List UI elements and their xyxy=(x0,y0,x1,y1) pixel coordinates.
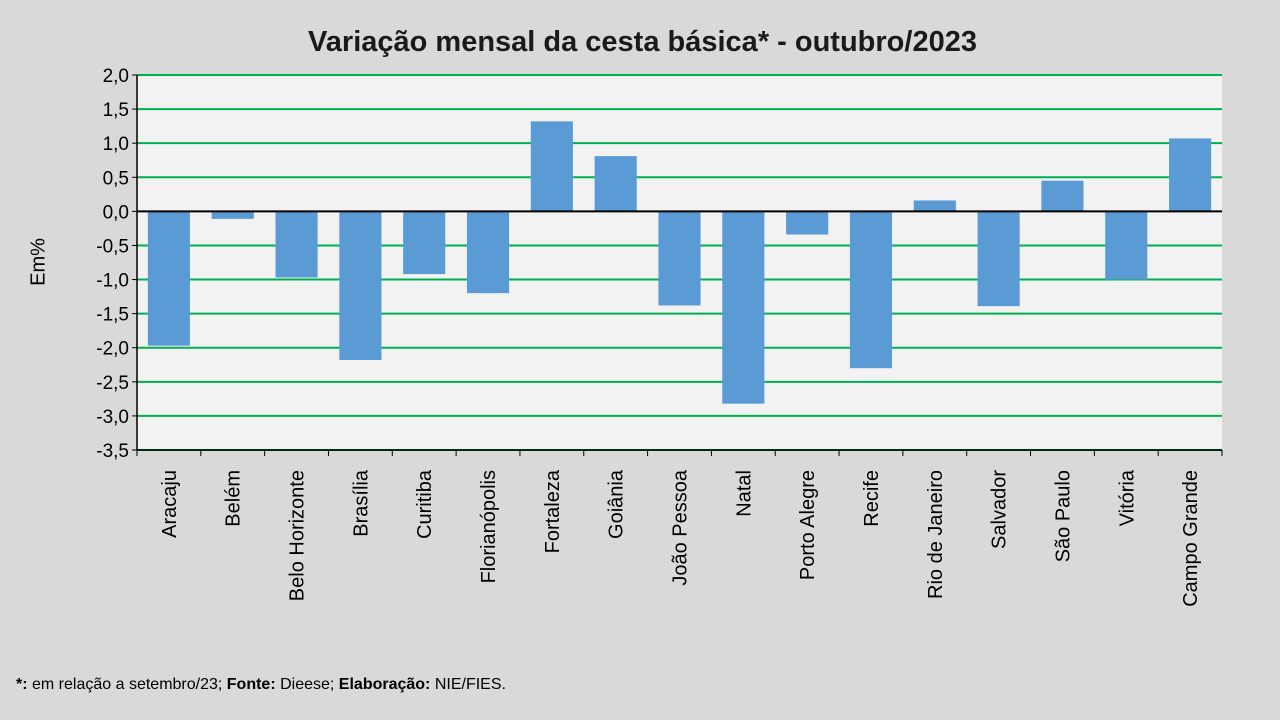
bar-fortaleza xyxy=(530,121,573,212)
y-tick-label: 1,0 xyxy=(103,134,129,155)
footnote-elaboration-label: Elaboração: xyxy=(338,676,431,693)
bar-natal xyxy=(722,211,765,404)
y-tick-label: -3,5 xyxy=(96,441,129,462)
bar-porto-alegre xyxy=(786,211,829,235)
y-tick-label: -1,0 xyxy=(96,271,129,292)
y-tick-label: 0,0 xyxy=(103,202,129,223)
footnote-text-3: NIE/FIES. xyxy=(430,676,506,693)
x-tick-label: Recife xyxy=(861,470,883,527)
y-tick-label: -3,0 xyxy=(96,407,129,428)
bar-campo-grande xyxy=(1169,138,1212,212)
x-tick-label: Belo Horizonte xyxy=(287,470,309,601)
bar-brasilia xyxy=(339,211,382,360)
bar-recife xyxy=(849,211,893,369)
x-tick-label: Aracaju xyxy=(159,470,181,538)
bar-belo-horizonte xyxy=(275,211,318,278)
x-tick-label: Rio de Janeiro xyxy=(925,470,947,599)
footnote-asterisk: *: xyxy=(16,676,28,693)
y-tick-label: 1,5 xyxy=(103,100,129,121)
y-tick-label: 2,0 xyxy=(103,66,129,87)
x-tick-label: João Pessoa xyxy=(670,469,692,586)
x-tick-label: Campo Grande xyxy=(1180,470,1202,607)
bar-belem xyxy=(211,211,254,219)
x-tick-label: Salvador xyxy=(989,470,1011,549)
bar-curitiba xyxy=(403,211,446,275)
footnote-text-1: em relação a setembro/23; xyxy=(27,676,227,693)
chart-title: Variação mensal da cesta básica* - outub… xyxy=(308,26,977,58)
x-tick-label: Curitiba xyxy=(414,469,436,539)
x-tick-label: Brasília xyxy=(350,469,372,537)
y-tick-label: -2,5 xyxy=(96,373,129,394)
footnote: *: em relação a setembro/23; Fonte: Diee… xyxy=(16,676,506,694)
x-tick-label: Natal xyxy=(733,470,755,517)
bar-goiania xyxy=(594,156,637,212)
x-tick-label: Goiânia xyxy=(606,469,628,539)
bar-rio-de-janeiro xyxy=(913,200,956,212)
x-tick-label: São Paulo xyxy=(1052,470,1074,562)
bar-sao-paulo xyxy=(1041,180,1084,212)
y-tick-label: -1,5 xyxy=(96,305,129,326)
bar-florianopolis xyxy=(466,211,510,294)
bar-joao-pessoa xyxy=(658,211,701,306)
x-tick-label: Florianópolis xyxy=(478,470,500,583)
bar-vitoria xyxy=(1105,211,1148,280)
y-tick-label: -2,0 xyxy=(96,339,129,360)
x-tick-label: Belém xyxy=(223,470,245,527)
footnote-text-2: Dieese; xyxy=(275,676,339,693)
footnote-source-label: Fonte: xyxy=(226,676,276,693)
x-tick-label: Fortaleza xyxy=(542,469,564,553)
bar-aracaju xyxy=(147,211,190,346)
bar-salvador xyxy=(977,211,1020,307)
x-tick-label: Vitória xyxy=(1116,469,1138,526)
y-tick-label: 0,5 xyxy=(103,168,129,189)
x-tick-label: Porto Alegre xyxy=(797,470,819,580)
y-tick-label: -0,5 xyxy=(96,236,129,257)
